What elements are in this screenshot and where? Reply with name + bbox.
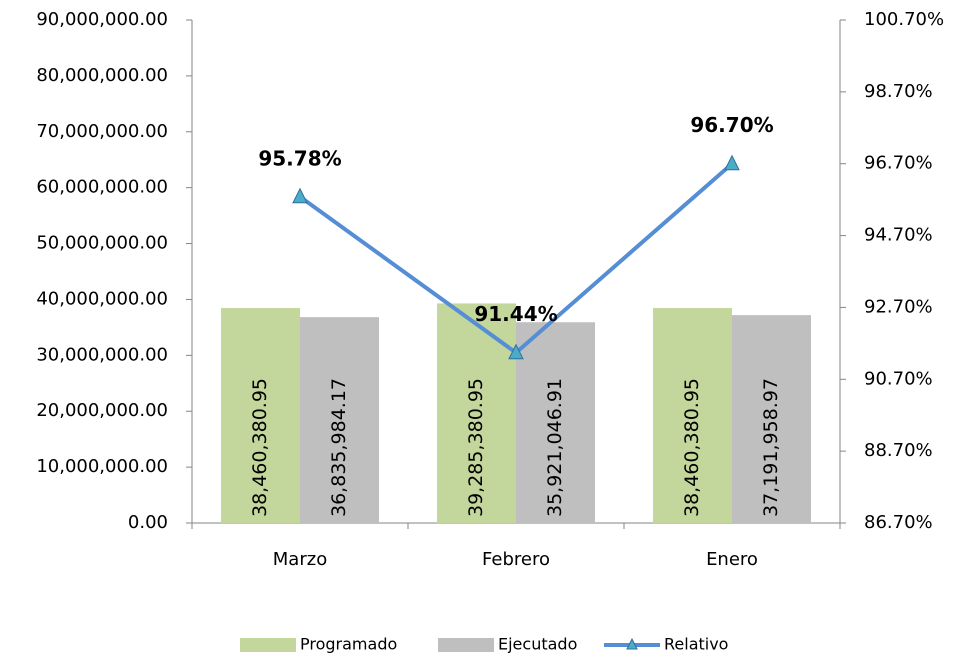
bar-value-label: 38,460,380.95	[681, 378, 703, 517]
bar-value-label: 37,191,958.97	[760, 378, 782, 517]
y2-tick-label: 86.70%	[864, 512, 933, 533]
bar	[300, 317, 379, 523]
y-tick-label: 40,000,000.00	[36, 288, 168, 309]
line-value-label: 91.44%	[474, 302, 557, 326]
legend-marker	[626, 637, 638, 650]
line-marker	[508, 343, 524, 360]
y2-tick-label: 94.70%	[864, 225, 933, 246]
bar-value-label: 38,460,380.95	[249, 378, 271, 517]
legend-label: Ejecutado	[498, 635, 577, 654]
x-tick-label: Enero	[706, 549, 758, 570]
line-value-label: 96.70%	[690, 113, 773, 137]
bar	[437, 303, 516, 523]
bar	[732, 315, 811, 523]
bar-value-label: 39,285,380.95	[465, 378, 487, 517]
y-tick-label: 80,000,000.00	[36, 65, 168, 86]
y-tick-label: 10,000,000.00	[36, 456, 168, 477]
y2-tick-label: 88.70%	[864, 440, 933, 461]
line-marker	[724, 154, 740, 171]
y-tick-label: 50,000,000.00	[36, 233, 168, 254]
bar	[221, 308, 300, 523]
bar	[653, 308, 732, 523]
bar-value-label: 35,921,046.91	[544, 378, 566, 517]
legend-swatch	[240, 638, 296, 652]
y2-tick-label: 96.70%	[864, 153, 933, 174]
line-marker	[292, 187, 308, 204]
y-tick-label: 20,000,000.00	[36, 400, 168, 421]
y2-tick-label: 98.70%	[864, 81, 933, 102]
line-value-label: 95.78%	[258, 146, 341, 170]
y-tick-label: 60,000,000.00	[36, 177, 168, 198]
x-tick-label: Febrero	[482, 549, 550, 570]
bar-value-label: 36,835,984.17	[328, 378, 350, 517]
x-tick-label: Marzo	[273, 549, 327, 570]
y2-tick-label: 90.70%	[864, 368, 933, 389]
y-tick-label: 0.00	[128, 512, 168, 533]
y-tick-label: 70,000,000.00	[36, 121, 168, 142]
y2-tick-label: 92.70%	[864, 296, 933, 317]
y-tick-label: 30,000,000.00	[36, 344, 168, 365]
y-tick-label: 90,000,000.00	[36, 9, 168, 30]
legend-label: Relativo	[664, 635, 728, 654]
y2-tick-label: 100.70%	[864, 9, 944, 30]
bar	[516, 322, 595, 523]
legend-swatch	[438, 638, 494, 652]
legend-label: Programado	[300, 635, 397, 654]
